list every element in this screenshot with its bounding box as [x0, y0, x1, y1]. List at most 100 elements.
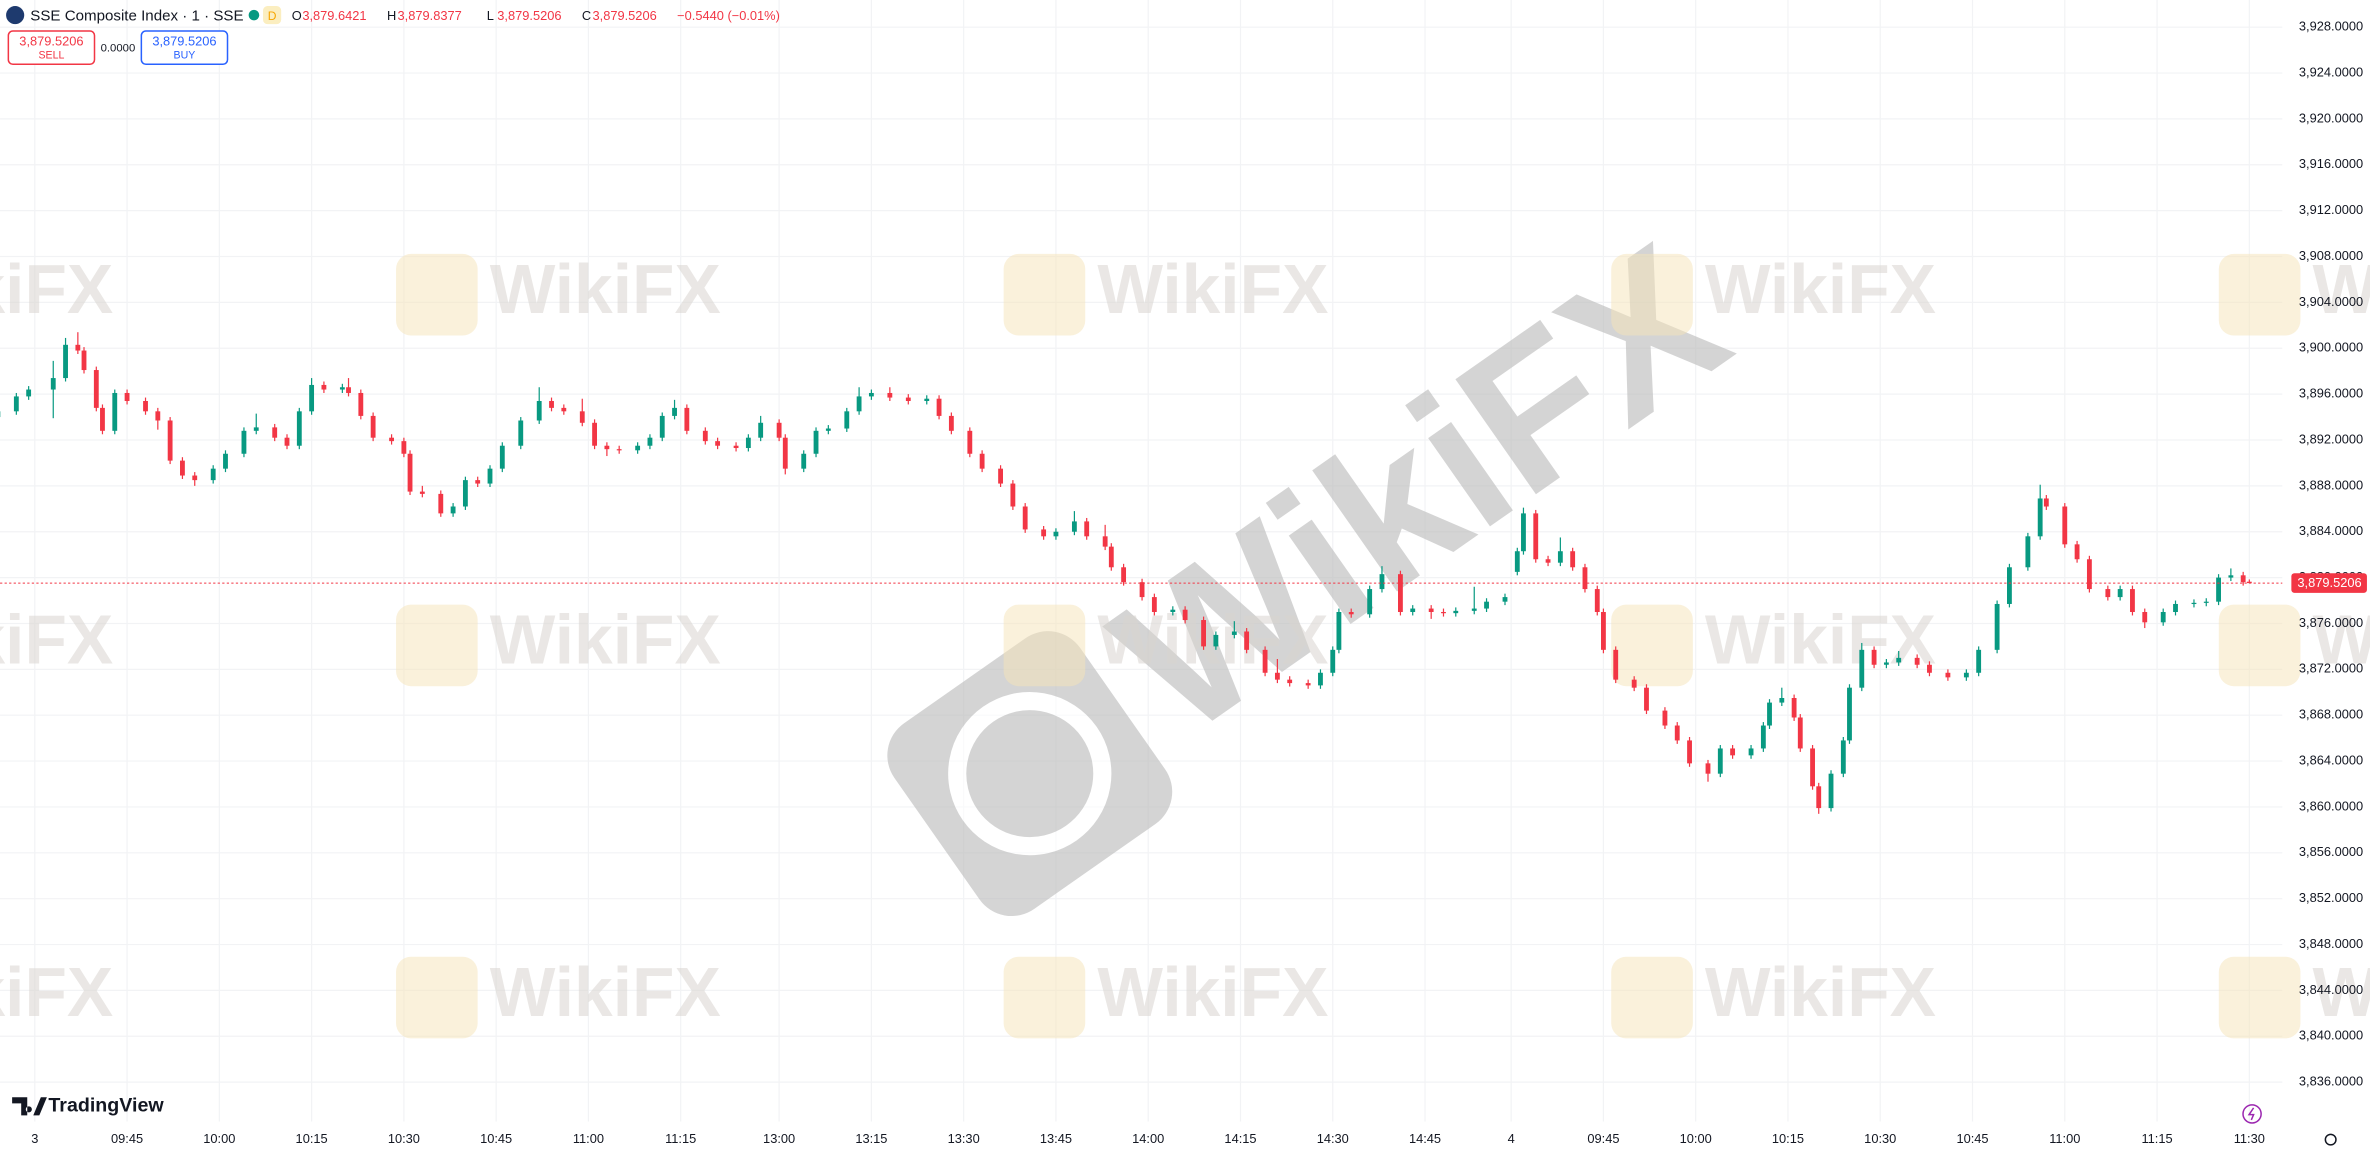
y-tick-label: 3,892.0000 — [2299, 431, 2363, 446]
y-tick-label: 3,844.0000 — [2299, 982, 2363, 997]
buy-button[interactable]: 3,879.5206 BUY — [140, 30, 229, 65]
candle-body — [801, 453, 807, 469]
y-tick-label: 3,840.0000 — [2299, 1028, 2363, 1043]
candle-body — [1182, 609, 1188, 621]
x-tick-label: 10:00 — [203, 1131, 235, 1146]
watermark-logo — [2218, 253, 2301, 336]
x-tick-label: 3 — [31, 1131, 38, 1146]
y-tick-label: 3,852.0000 — [2299, 890, 2363, 905]
sell-label[interactable]: SELL — [38, 50, 64, 62]
candle-body — [1613, 649, 1619, 680]
candle-body — [1705, 763, 1711, 774]
x-tick-label: 13:30 — [948, 1131, 980, 1146]
watermark-logo — [1003, 956, 1086, 1039]
candle-body — [1840, 740, 1846, 774]
candle-body — [296, 411, 302, 446]
candle-body — [487, 468, 493, 484]
candle-body — [1521, 513, 1526, 552]
candle-body — [1053, 531, 1059, 537]
candle-body — [1041, 529, 1047, 537]
candle-body — [180, 460, 185, 476]
candle-body — [241, 430, 247, 454]
change-value: −0.5440 (−0.01%) — [677, 8, 780, 23]
y-tick-label: 3,868.0000 — [2299, 707, 2363, 722]
candle-body — [438, 493, 444, 514]
y-tick-label: 3,908.0000 — [2299, 248, 2363, 263]
candle-body — [2130, 589, 2135, 612]
watermark-logo-mark — [948, 691, 1112, 856]
candle-body — [1976, 649, 1982, 673]
candle-body — [1441, 611, 1446, 614]
watermark-logo — [1611, 253, 1693, 336]
candle-body — [905, 397, 911, 402]
candle-body — [192, 475, 198, 481]
x-tick-label: 14:45 — [1409, 1131, 1441, 1146]
candle-body — [948, 415, 954, 431]
x-tick-label: 13:45 — [1040, 1131, 1072, 1146]
watermark-text: WikiFX — [2313, 601, 2370, 679]
candle-body — [309, 384, 315, 412]
candle-body — [1533, 513, 1539, 560]
watermark-text: WikiFX — [2313, 250, 2370, 328]
y-tick-label: 3,836.0000 — [2299, 1074, 2363, 1089]
candle-body — [856, 396, 862, 412]
candle-body — [604, 445, 610, 450]
candle-body — [702, 430, 708, 442]
x-tick-label: 09:45 — [111, 1131, 143, 1146]
candle-body — [321, 384, 327, 390]
candle-body — [1305, 683, 1311, 686]
candle-body — [50, 378, 56, 390]
watermark-text: WikiFX — [1097, 250, 1328, 328]
candle-body — [967, 430, 973, 454]
candle-body — [1927, 664, 1932, 673]
buy-box[interactable] — [140, 30, 229, 65]
y-tick-label: 3,848.0000 — [2299, 936, 2363, 951]
watermark-text: WikiFX — [490, 250, 721, 328]
candle-body — [155, 411, 161, 421]
candle-body — [499, 445, 505, 469]
candle-body — [844, 411, 850, 429]
candle-body — [1767, 702, 1772, 726]
candle-body — [1859, 649, 1865, 688]
watermark-text: WikiFX — [1097, 953, 1328, 1031]
candle-body — [2203, 601, 2209, 603]
candle-body — [758, 422, 764, 438]
candle-body — [1779, 698, 1785, 703]
candle-body — [1367, 589, 1373, 615]
candle-body — [924, 398, 930, 402]
x-tick-label: 09:45 — [1587, 1131, 1619, 1146]
watermark-text: WikiFX — [0, 601, 113, 679]
watermark-text: WikiFX — [0, 250, 113, 328]
candle-body — [887, 392, 893, 398]
candle-body — [1336, 611, 1342, 650]
tradingview-logo[interactable]: TradingView — [12, 1095, 164, 1117]
y-tick-label: 3,872.0000 — [2299, 661, 2363, 676]
candle-body — [1810, 748, 1815, 787]
replay-bolt[interactable] — [2247, 1107, 2255, 1121]
replay-icon[interactable] — [2242, 1104, 2262, 1124]
x-tick-label: 10:30 — [1864, 1131, 1896, 1146]
watermark-text: WikiFX — [1705, 953, 1936, 1031]
last-price-label: 3,879.5206 — [2297, 575, 2361, 590]
sell-price[interactable]: 3,879.5206 — [19, 34, 83, 49]
candle-body — [81, 350, 87, 371]
candle-body — [2216, 577, 2221, 602]
watermark-logo — [2218, 956, 2301, 1039]
sell-box[interactable] — [7, 30, 96, 65]
buy-label[interactable]: BUY — [174, 50, 196, 62]
y-tick-label: 3,916.0000 — [2299, 156, 2363, 171]
candle-body — [1121, 567, 1127, 583]
open-value: 3,879.6421 — [302, 8, 366, 23]
logo-mark[interactable] — [12, 1097, 47, 1116]
x-tick-label: 11:15 — [2141, 1131, 2172, 1146]
candle-body — [462, 480, 468, 507]
candle-body — [715, 441, 721, 446]
candle-body — [1514, 551, 1520, 572]
sell-button[interactable]: 3,879.5206 SELL — [7, 30, 96, 65]
x-tick-label: 13:15 — [855, 1131, 887, 1146]
buy-price[interactable]: 3,879.5206 — [152, 34, 216, 49]
settings-icon[interactable] — [2324, 1133, 2337, 1146]
candle-body — [1274, 672, 1280, 680]
watermark-text: WikiFX — [1705, 601, 1936, 679]
logo-text[interactable]: TradingView — [48, 1095, 164, 1117]
